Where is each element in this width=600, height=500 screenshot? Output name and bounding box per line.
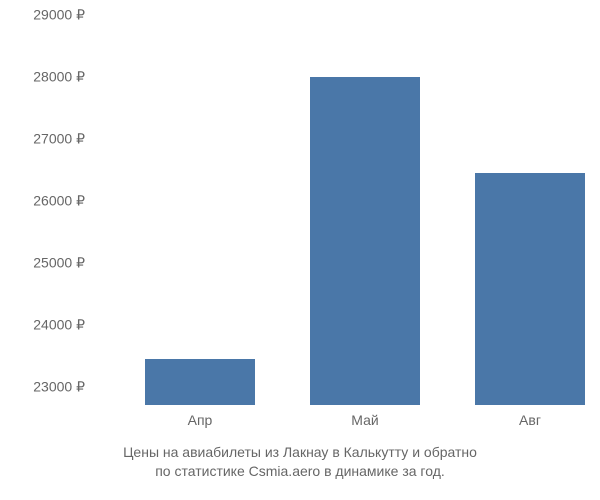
- y-tick-label: 23000 ₽: [33, 379, 85, 396]
- caption-line-2: по статистике Csmia.aero в динамике за г…: [155, 463, 445, 479]
- x-tick-label: Апр: [188, 412, 213, 428]
- chart-caption: Цены на авиабилеты из Лакнау в Калькутту…: [0, 443, 600, 482]
- bar-apr: [145, 359, 255, 405]
- y-tick-label: 24000 ₽: [33, 317, 85, 334]
- y-tick-label: 27000 ₽: [33, 131, 85, 148]
- y-tick-label: 26000 ₽: [33, 193, 85, 210]
- x-tick-label: Май: [351, 412, 378, 428]
- y-tick-label: 28000 ₽: [33, 69, 85, 86]
- bar-may: [310, 77, 420, 405]
- y-tick-label: 29000 ₽: [33, 7, 85, 24]
- caption-line-1: Цены на авиабилеты из Лакнау в Калькутту…: [123, 444, 477, 460]
- bar-aug: [475, 173, 585, 405]
- y-tick-label: 25000 ₽: [33, 255, 85, 272]
- x-tick-label: Авг: [519, 412, 541, 428]
- chart-plot-area: 29000 ₽ 28000 ₽ 27000 ₽ 26000 ₽ 25000 ₽ …: [95, 15, 575, 405]
